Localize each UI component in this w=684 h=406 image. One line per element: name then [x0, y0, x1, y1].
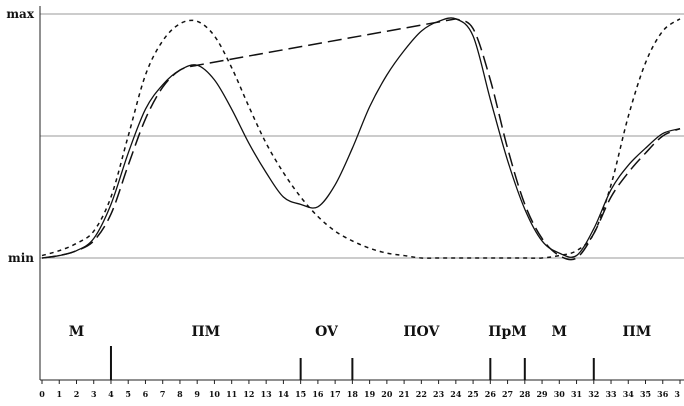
series-long-dash	[41, 18, 681, 261]
series-group	[41, 17, 681, 261]
phase-label: OV	[315, 324, 339, 340]
x-tick-label: 19	[364, 389, 376, 399]
phase-label: ПOV	[403, 324, 440, 340]
x-tick-label: 9	[194, 389, 200, 399]
x-tick-label: 7	[160, 389, 166, 399]
y-label-min: min	[8, 251, 34, 265]
x-tick-label: 17	[330, 389, 341, 399]
x-tick-label: 29	[536, 389, 548, 399]
x-tick-label: 10	[209, 389, 221, 399]
phase-label: ПМ	[623, 324, 652, 340]
x-tick-label: 36	[657, 389, 669, 399]
x-tick-label: 30	[554, 389, 566, 399]
x-tick-label: 28	[519, 389, 531, 399]
x-tick-label: 27	[502, 389, 513, 399]
x-tick-label: 25	[468, 389, 479, 399]
series-solid	[41, 17, 681, 259]
x-tick-label: 23	[433, 389, 445, 399]
x-tick-label: 26	[485, 389, 497, 399]
phase-label: ПМ	[191, 324, 220, 340]
x-tick-label: 15	[295, 389, 306, 399]
x-tick-label: 33	[605, 389, 617, 399]
phase-markers	[109, 346, 595, 380]
x-tick-label: 4	[108, 389, 114, 399]
x-tick-label: 0	[39, 389, 45, 399]
y-label-max: max	[6, 7, 34, 21]
phase-labels: M ПМ OV ПOV ПpM M ПМ	[69, 324, 652, 340]
phase-label: ПpM	[488, 324, 527, 340]
x-tick-label: 13	[261, 389, 273, 399]
x-tick-label: 16	[312, 389, 324, 399]
x-tick-label: 35	[640, 389, 651, 399]
reference-lines	[40, 13, 684, 259]
x-tick-label: 3	[91, 389, 97, 399]
x-tick-label: 8	[177, 389, 183, 399]
x-tick-label: 24	[450, 389, 462, 399]
x-tick-label: 22	[416, 389, 427, 399]
x-tick-label: 12	[243, 389, 254, 399]
x-tick-label: 6	[143, 389, 149, 399]
x-tick-label: 1	[56, 389, 62, 399]
phase-label: M	[69, 324, 85, 340]
x-tick-label: 18	[347, 389, 359, 399]
x-tick-label: 3	[674, 389, 680, 399]
x-tick-label: 34	[623, 389, 635, 399]
x-ticks: 0 1 2 3 4 5 6 7 8 9 10 11 12 13 14 15 16 17 18 19 20 21 22 23 24…	[39, 380, 681, 399]
x-tick-label: 5	[125, 389, 131, 399]
x-tick-label: 31	[571, 389, 582, 399]
x-tick-label: 20	[381, 389, 393, 399]
x-tick-label: 11	[226, 389, 237, 399]
x-tick-label: 21	[399, 389, 410, 399]
x-tick-label: 32	[588, 389, 599, 399]
x-tick-label: 2	[74, 389, 80, 399]
x-tick-label: 14	[278, 389, 290, 399]
phase-label: M	[552, 324, 568, 340]
